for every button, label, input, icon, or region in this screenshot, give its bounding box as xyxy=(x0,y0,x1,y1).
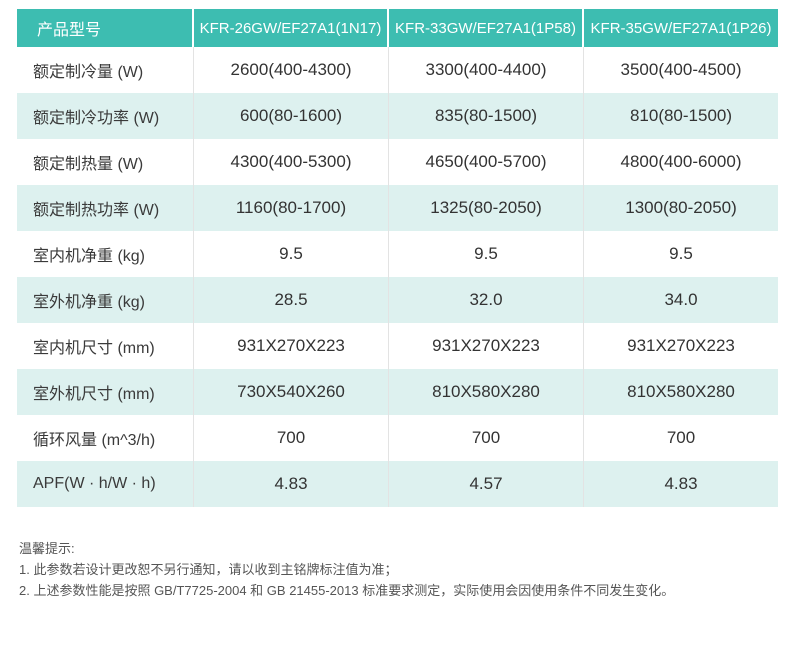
table-cell: 4650(400-5700) xyxy=(389,139,584,185)
table-row: 额定制冷功率 (W) 600(80-1600) 835(80-1500) 810… xyxy=(17,93,778,139)
table-cell: 1300(80-2050) xyxy=(584,185,778,231)
spec-table: 产品型号 KFR-26GW/EF27A1(1N17) KFR-33GW/EF27… xyxy=(17,9,778,507)
table-cell: 4300(400-5300) xyxy=(194,139,389,185)
table-cell: 3500(400-4500) xyxy=(584,47,778,93)
table-cell: 4800(400-6000) xyxy=(584,139,778,185)
row-label: 室外机尺寸 (mm) xyxy=(17,369,194,415)
table-row: 额定制冷量 (W) 2600(400-4300) 3300(400-4400) … xyxy=(17,47,778,93)
table-row: 额定制热功率 (W) 1160(80-1700) 1325(80-2050) 1… xyxy=(17,185,778,231)
table-cell: 9.5 xyxy=(194,231,389,277)
table-cell: 9.5 xyxy=(389,231,584,277)
row-label: 室内机尺寸 (mm) xyxy=(17,323,194,369)
table-cell: 730X540X260 xyxy=(194,369,389,415)
table-cell: 2600(400-4300) xyxy=(194,47,389,93)
row-label: 额定制冷功率 (W) xyxy=(17,93,194,139)
table-cell: 4.83 xyxy=(584,461,778,507)
header-row: 产品型号 KFR-26GW/EF27A1(1N17) KFR-33GW/EF27… xyxy=(17,9,778,47)
table-row: 室内机净重 (kg) 9.5 9.5 9.5 xyxy=(17,231,778,277)
row-label: 室内机净重 (kg) xyxy=(17,231,194,277)
table-cell: 810X580X280 xyxy=(389,369,584,415)
table-row: APF(W · h/W · h) 4.83 4.57 4.83 xyxy=(17,461,778,507)
note-item: 1. 此参数若设计更改恕不另行通知，请以收到主铭牌标注值为准； xyxy=(19,562,398,577)
model-header: KFR-35GW/EF27A1(1P26) xyxy=(584,9,778,47)
table-cell: 1160(80-1700) xyxy=(194,185,389,231)
model-header: KFR-33GW/EF27A1(1P58) xyxy=(389,9,584,47)
notes-title: 温馨提示: xyxy=(19,541,75,556)
table-cell: 931X270X223 xyxy=(389,323,584,369)
table-cell: 931X270X223 xyxy=(194,323,389,369)
table-cell: 3300(400-4400) xyxy=(389,47,584,93)
model-header: KFR-26GW/EF27A1(1N17) xyxy=(194,9,389,47)
table-cell: 810(80-1500) xyxy=(584,93,778,139)
table-cell: 28.5 xyxy=(194,277,389,323)
table-cell: 4.57 xyxy=(389,461,584,507)
table-cell: 9.5 xyxy=(584,231,778,277)
row-label: 额定制热功率 (W) xyxy=(17,185,194,231)
table-row: 室外机净重 (kg) 28.5 32.0 34.0 xyxy=(17,277,778,323)
row-label: 额定制冷量 (W) xyxy=(17,47,194,93)
table-row: 室内机尺寸 (mm) 931X270X223 931X270X223 931X2… xyxy=(17,323,778,369)
table-cell: 700 xyxy=(389,415,584,461)
table-cell: 600(80-1600) xyxy=(194,93,389,139)
table-cell: 810X580X280 xyxy=(584,369,778,415)
table-cell: 835(80-1500) xyxy=(389,93,584,139)
table-cell: 931X270X223 xyxy=(584,323,778,369)
table-row: 室外机尺寸 (mm) 730X540X260 810X580X280 810X5… xyxy=(17,369,778,415)
table-cell: 34.0 xyxy=(584,277,778,323)
table-cell: 4.83 xyxy=(194,461,389,507)
table-cell: 1325(80-2050) xyxy=(389,185,584,231)
notes-section: 温馨提示: 1. 此参数若设计更改恕不另行通知，请以收到主铭牌标注值为准； 2.… xyxy=(19,538,779,601)
table-row: 额定制热量 (W) 4300(400-5300) 4650(400-5700) … xyxy=(17,139,778,185)
row-label: 额定制热量 (W) xyxy=(17,139,194,185)
table-cell: 32.0 xyxy=(389,277,584,323)
table-cell: 700 xyxy=(194,415,389,461)
table-cell: 700 xyxy=(584,415,778,461)
note-item: 2. 上述参数性能是按照 GB/T7725-2004 和 GB 21455-20… xyxy=(19,583,675,598)
header-label: 产品型号 xyxy=(17,9,194,47)
row-label: 循环风量 (m^3/h) xyxy=(17,415,194,461)
row-label: APF(W · h/W · h) xyxy=(17,461,194,507)
row-label: 室外机净重 (kg) xyxy=(17,277,194,323)
table-row: 循环风量 (m^3/h) 700 700 700 xyxy=(17,415,778,461)
